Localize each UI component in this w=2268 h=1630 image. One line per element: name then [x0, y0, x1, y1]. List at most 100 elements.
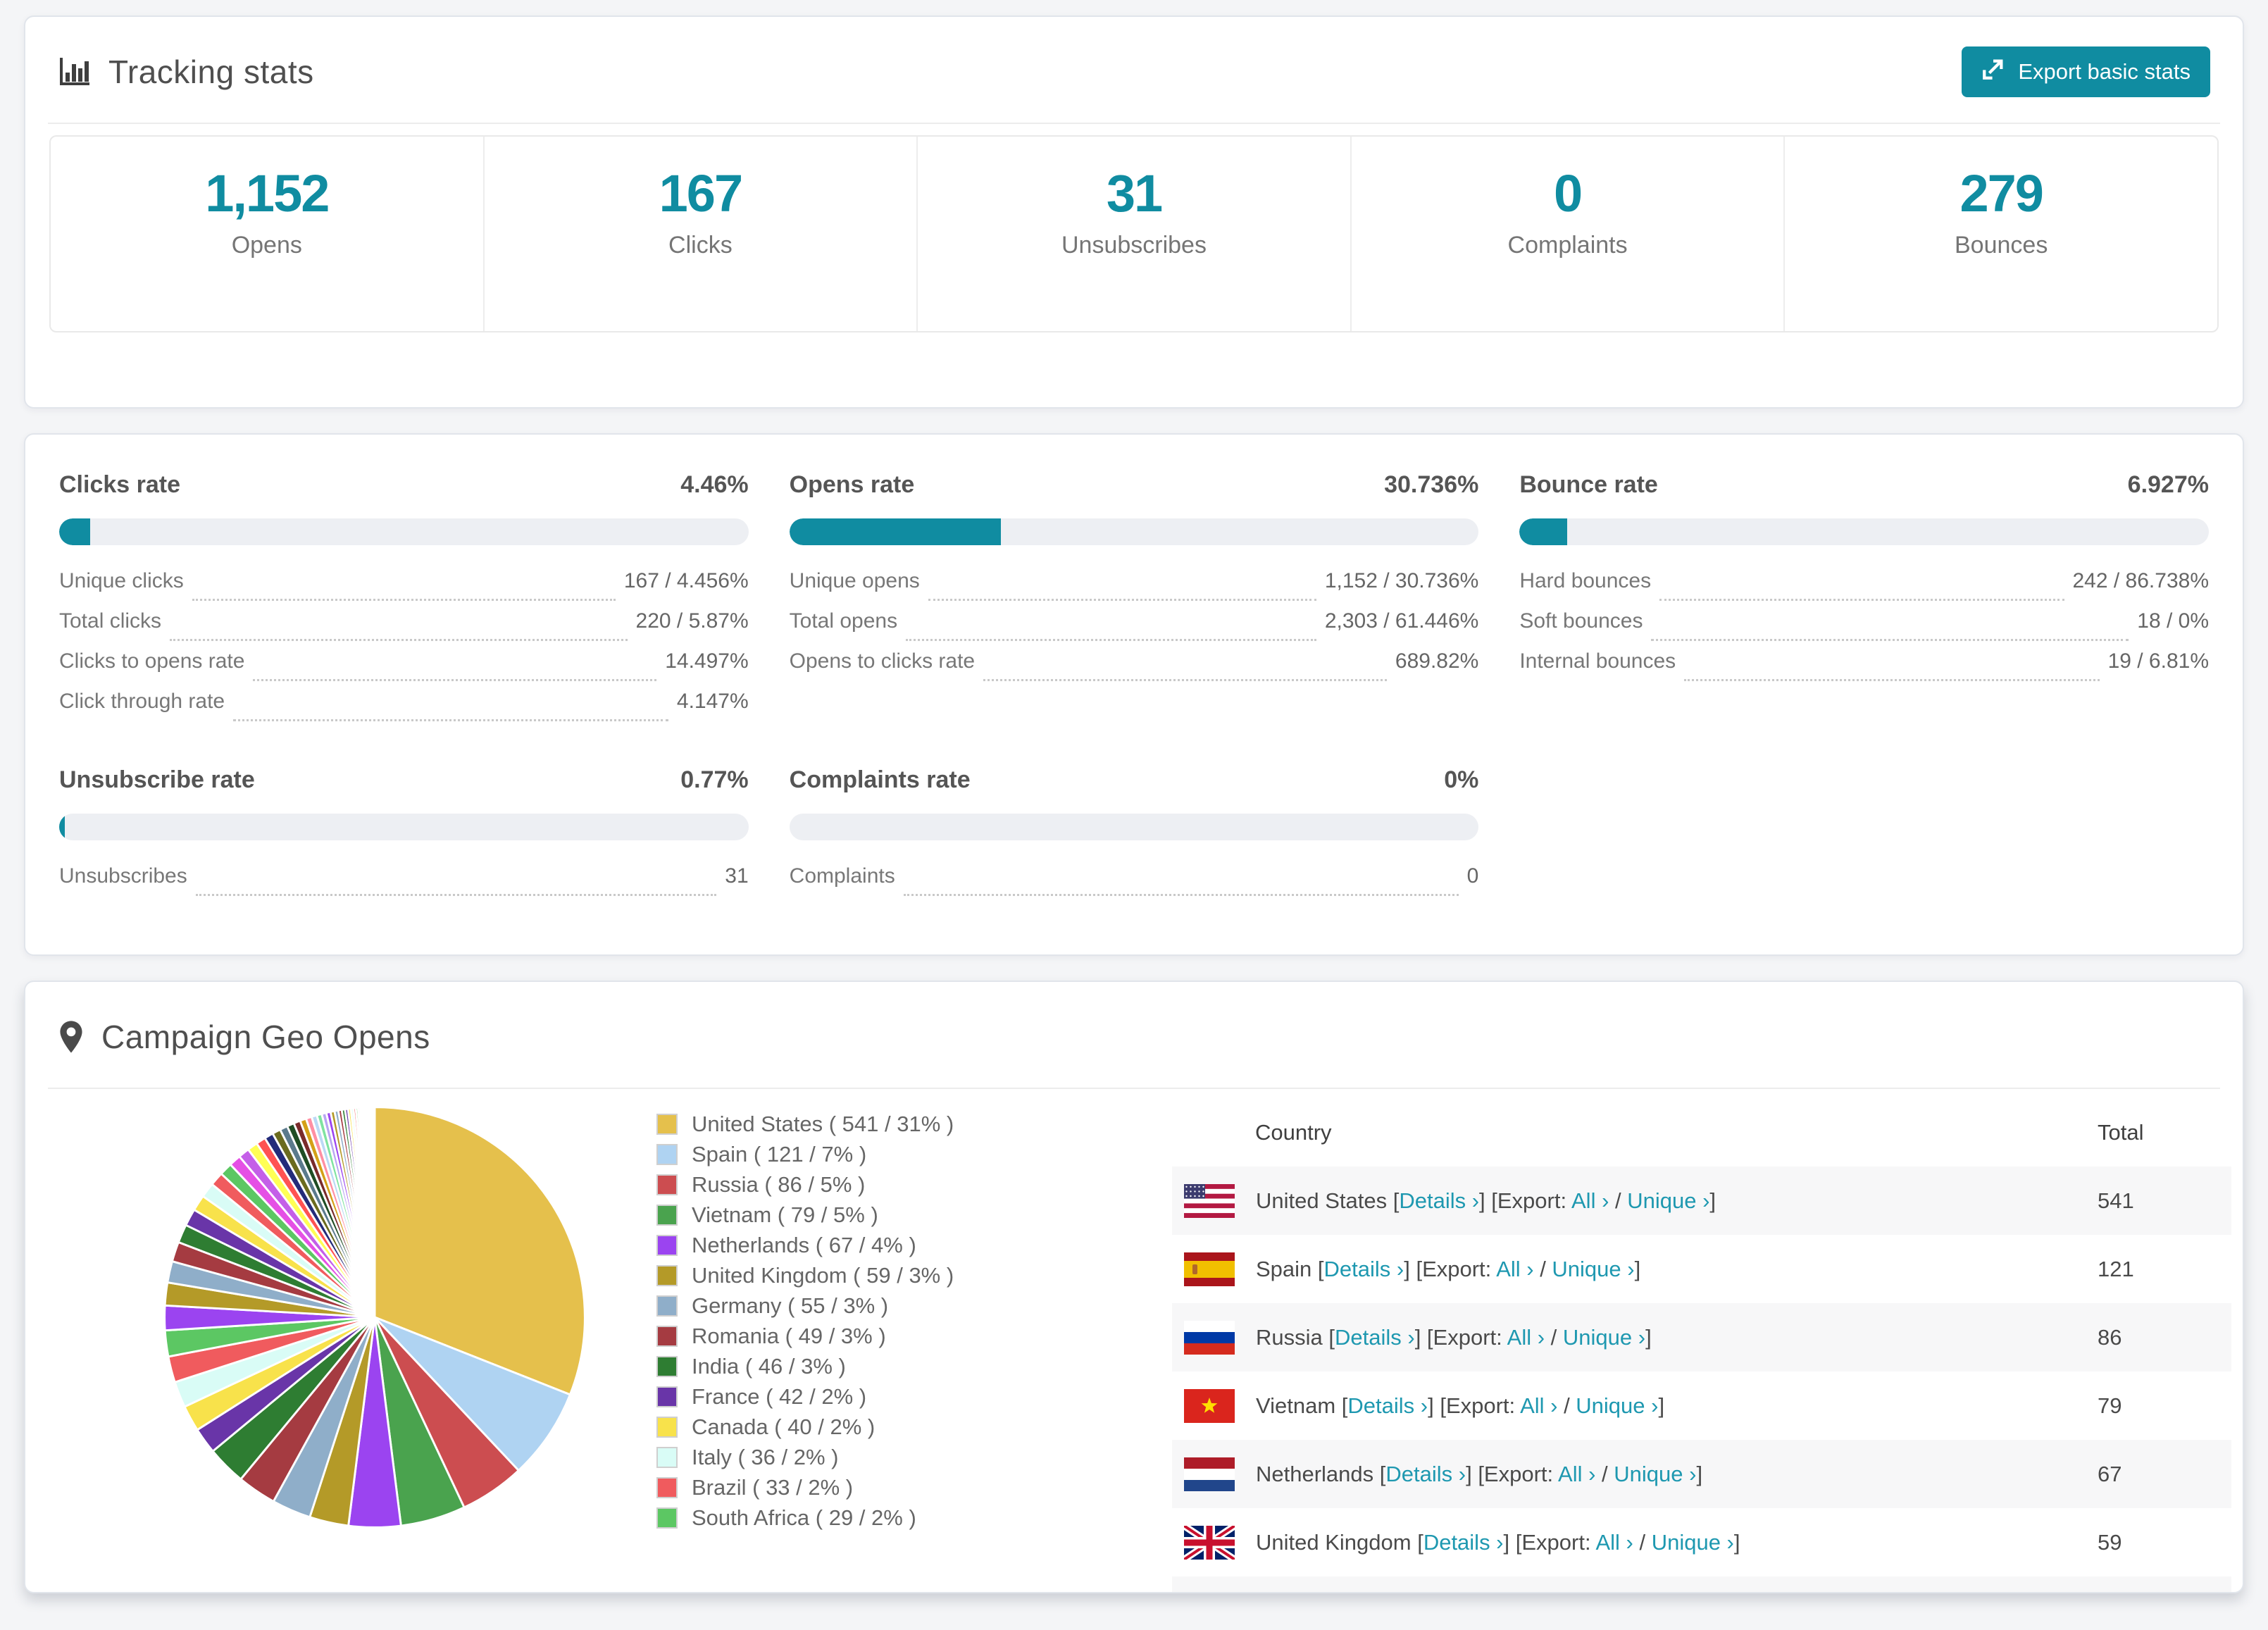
- stat-box-clicks: 167 Clicks: [485, 137, 918, 331]
- legend-item-romania[interactable]: Romania ( 49 / 3% ): [656, 1321, 954, 1351]
- campaign-geo-opens-card: Campaign Geo Opens United States ( 541 /…: [24, 981, 2244, 1593]
- legend-item-netherlands[interactable]: Netherlands ( 67 / 4% ): [656, 1230, 954, 1260]
- stat-row: 1,152 Opens 167 Clicks 31 Unsubscribes 0 Compla…: [49, 135, 2219, 332]
- rate-title: Clicks rate: [59, 471, 180, 498]
- stat-line-unique-opens: Unique opens 1,152 / 30.736%: [790, 569, 1478, 609]
- export-unique-link[interactable]: Unique ›: [1562, 1324, 1646, 1350]
- rate-block-unsubscribe-rate: Unsubscribe rate 0.77% Unsubscribes 31: [59, 766, 749, 904]
- legend-item-brazil[interactable]: Brazil ( 33 / 2% ): [656, 1472, 954, 1503]
- legend-swatch: [656, 1325, 678, 1347]
- table-row: Vietnam [Details ›] [Export: All › / Uni…: [1172, 1371, 2231, 1440]
- details-link[interactable]: Details ›: [1385, 1461, 1466, 1486]
- details-link[interactable]: Details ›: [1399, 1188, 1480, 1213]
- export-unique-link[interactable]: Unique ›: [1552, 1256, 1635, 1281]
- stat-box-bounces: 279 Bounces: [1785, 137, 2217, 331]
- stat-value-unsubscribes: 31: [1106, 164, 1163, 223]
- tracking-stats-card: Tracking stats Export basic stats 1,152 O…: [24, 15, 2244, 409]
- export-all-link[interactable]: All ›: [1507, 1324, 1545, 1350]
- rate-title: Complaints rate: [789, 766, 971, 793]
- geo-header: Campaign Geo Opens: [25, 982, 2243, 1088]
- pie-legend: United States ( 541 / 31% ) Spain ( 121 /…: [656, 1109, 954, 1533]
- rate-value: 4.46%: [680, 471, 749, 498]
- legend-swatch: [656, 1446, 678, 1468]
- export-button-label: Export basic stats: [2018, 59, 2191, 84]
- stat-line-click-through-rate: Click through rate 4.147%: [59, 690, 749, 730]
- country-total: 67: [2098, 1461, 2122, 1486]
- pie-slice-spain[interactable]: [373, 1316, 572, 1472]
- progress-fill: [789, 518, 1002, 545]
- export-all-link[interactable]: All ›: [1520, 1393, 1558, 1418]
- legend-swatch: [656, 1143, 678, 1165]
- legend-item-united-states[interactable]: United States ( 541 / 31% ): [656, 1109, 954, 1139]
- export-icon: [1981, 57, 2005, 87]
- details-link[interactable]: Details ›: [1347, 1393, 1428, 1418]
- legend-item-germany[interactable]: Germany ( 55 / 3% ): [656, 1290, 954, 1321]
- legend-item-canada[interactable]: Canada ( 40 / 2% ): [656, 1412, 954, 1442]
- country-name: United Kingdom: [1256, 1529, 1412, 1555]
- stat-box-complaints: 0 Complaints: [1352, 137, 1786, 331]
- progress-bar: [1519, 518, 2209, 545]
- country-total: 86: [2098, 1324, 2122, 1350]
- stat-line-clicks-to-opens-rate: Clicks to opens rate 14.497%: [59, 649, 749, 690]
- legend-item-france[interactable]: France ( 42 / 2% ): [656, 1381, 954, 1412]
- stat-line-total-clicks: Total clicks 220 / 5.87%: [59, 609, 749, 649]
- country-name: United States: [1256, 1188, 1388, 1213]
- stat-line-unique-clicks: Unique clicks 167 / 4.456%: [59, 569, 749, 609]
- export-all-link[interactable]: All ›: [1595, 1529, 1633, 1555]
- legend-item-india[interactable]: India ( 46 / 3% ): [656, 1351, 954, 1381]
- country-name: Netherlands: [1256, 1461, 1374, 1486]
- legend-item-spain[interactable]: Spain ( 121 / 7% ): [656, 1139, 954, 1169]
- legend-swatch: [656, 1386, 678, 1407]
- geo-table: Country Total United States [Details ›] …: [1172, 1099, 2231, 1592]
- rate-block-bounce-rate: Bounce rate 6.927% Hard bounces 242 / 86.73…: [1519, 471, 2209, 730]
- export-unique-link[interactable]: Unique ›: [1614, 1461, 1697, 1486]
- country-column-header: Country: [1255, 1120, 1332, 1145]
- page-title: Tracking stats: [108, 54, 314, 90]
- export-all-link[interactable]: All ›: [1558, 1461, 1596, 1486]
- rate-value: 6.927%: [2127, 471, 2209, 498]
- country-total: 541: [2098, 1188, 2134, 1213]
- geo-pie-wrap: [156, 1099, 593, 1536]
- progress-bar: [789, 518, 1479, 545]
- export-unique-link[interactable]: Unique ›: [1627, 1188, 1710, 1213]
- export-all-link[interactable]: All ›: [1496, 1256, 1534, 1281]
- legend-swatch: [656, 1416, 678, 1438]
- pie-slice-other-45[interactable]: [373, 1106, 376, 1318]
- flag-icon-gb: [1182, 1522, 1237, 1562]
- details-link[interactable]: Details ›: [1423, 1529, 1504, 1555]
- legend-item-russia[interactable]: Russia ( 86 / 5% ): [656, 1169, 954, 1200]
- flag-icon-nl: [1184, 1457, 1235, 1491]
- stat-label: Clicks: [668, 232, 733, 259]
- export-all-link[interactable]: All ›: [1571, 1188, 1609, 1213]
- details-link[interactable]: Details ›: [1335, 1324, 1415, 1350]
- export-unique-link[interactable]: Unique ›: [1651, 1529, 1734, 1555]
- table-row: Russia [Details ›] [Export: All › / Uniq…: [1172, 1303, 2231, 1371]
- stat-line-total-opens: Total opens 2,303 / 61.446%: [790, 609, 1478, 649]
- legend-item-united-kingdom[interactable]: United Kingdom ( 59 / 3% ): [656, 1260, 954, 1290]
- pie-slice-united-states[interactable]: [373, 1106, 586, 1396]
- legend-swatch: [656, 1476, 678, 1498]
- details-link[interactable]: Details ›: [1323, 1256, 1404, 1281]
- progress-bar: [59, 518, 749, 545]
- legend-item-vietnam[interactable]: Vietnam ( 79 / 5% ): [656, 1200, 954, 1230]
- table-row: Netherlands [Details ›] [Export: All › /…: [1172, 1440, 2231, 1508]
- stat-label: Unsubscribes: [1061, 232, 1207, 259]
- legend-swatch: [656, 1295, 678, 1317]
- legend-swatch: [656, 1113, 678, 1135]
- stat-value-complaints: 0: [1554, 164, 1583, 223]
- legend-item-south-africa[interactable]: South Africa ( 29 / 2% ): [656, 1503, 954, 1533]
- geo-header-divider: [48, 1088, 2220, 1089]
- geo-title: Campaign Geo Opens: [101, 1019, 430, 1055]
- stat-box-unsubscribes: 31 Unsubscribes: [918, 137, 1352, 331]
- stat-value-clicks: 167: [659, 164, 743, 223]
- export-basic-stats-button[interactable]: Export basic stats: [1962, 46, 2210, 97]
- progress-fill: [59, 518, 90, 545]
- legend-swatch: [656, 1507, 678, 1529]
- rate-title: Bounce rate: [1519, 471, 1658, 498]
- stat-value-opens: 1,152: [205, 164, 330, 223]
- rate-value: 0.77%: [680, 766, 749, 793]
- table-row: Spain [Details ›] [Export: All › / Uniqu…: [1172, 1235, 2231, 1303]
- legend-item-italy[interactable]: Italy ( 36 / 2% ): [656, 1442, 954, 1472]
- export-unique-link[interactable]: Unique ›: [1576, 1393, 1659, 1418]
- flag-icon-vn: [1184, 1388, 1235, 1423]
